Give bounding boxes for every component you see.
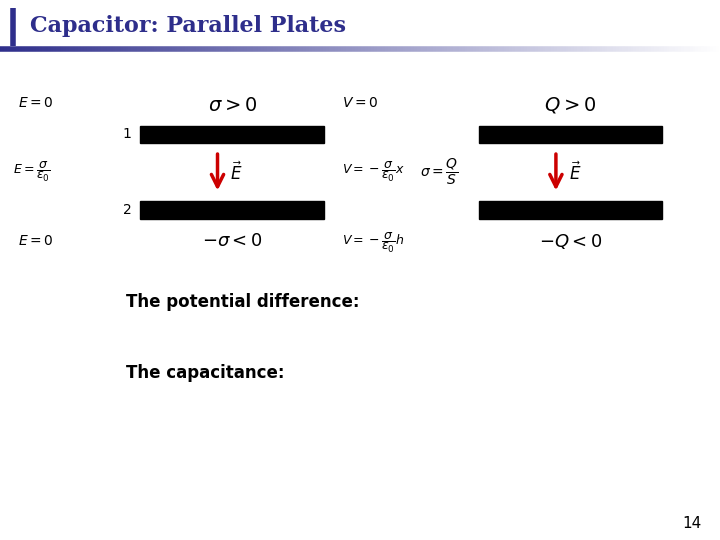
Text: $\vec{E}$: $\vec{E}$ bbox=[569, 161, 581, 184]
Text: 14: 14 bbox=[683, 516, 702, 531]
Bar bbox=[140, 201, 324, 219]
Text: $V = -\dfrac{\sigma}{\varepsilon_0}h$: $V = -\dfrac{\sigma}{\varepsilon_0}h$ bbox=[342, 231, 405, 255]
Text: $E = \dfrac{\sigma}{\varepsilon_0}$: $E = \dfrac{\sigma}{\varepsilon_0}$ bbox=[13, 160, 51, 184]
Text: $E = 0$: $E = 0$ bbox=[18, 234, 53, 248]
Text: The capacitance:: The capacitance: bbox=[126, 363, 284, 382]
Text: 2: 2 bbox=[123, 203, 132, 217]
Text: 1: 1 bbox=[123, 127, 132, 141]
Text: $-Q < 0$: $-Q < 0$ bbox=[539, 232, 603, 251]
Text: $\sigma = \dfrac{Q}{S}$: $\sigma = \dfrac{Q}{S}$ bbox=[420, 157, 459, 187]
Text: The potential difference:: The potential difference: bbox=[126, 293, 359, 312]
Text: $V = 0$: $V = 0$ bbox=[342, 96, 378, 110]
Text: $\sigma > 0$: $\sigma > 0$ bbox=[207, 96, 257, 115]
Bar bbox=[140, 126, 324, 143]
Text: $V = -\dfrac{\sigma}{\varepsilon_0}x$: $V = -\dfrac{\sigma}{\varepsilon_0}x$ bbox=[342, 160, 405, 184]
Text: $Q > 0$: $Q > 0$ bbox=[544, 95, 597, 116]
Text: $\vec{E}$: $\vec{E}$ bbox=[230, 161, 243, 184]
Bar bbox=[479, 201, 662, 219]
Text: $E = 0$: $E = 0$ bbox=[18, 96, 53, 110]
Bar bbox=[479, 126, 662, 143]
Text: Capacitor: Parallel Plates: Capacitor: Parallel Plates bbox=[30, 15, 346, 37]
Text: $-\sigma < 0$: $-\sigma < 0$ bbox=[202, 232, 263, 251]
